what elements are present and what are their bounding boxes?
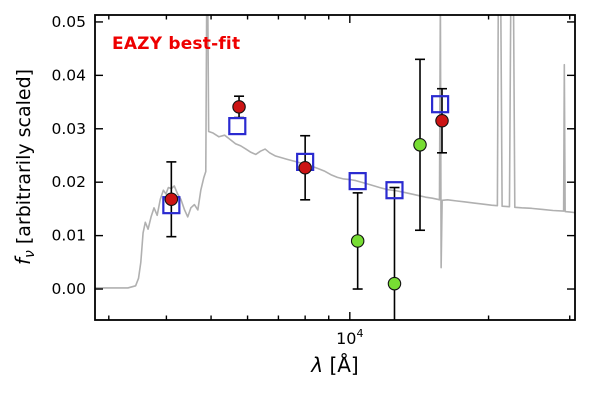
best-fit-annotation: EAZY best-fit bbox=[112, 34, 241, 54]
observed-point-red bbox=[298, 161, 312, 175]
y-axis-label: fν [arbitrarily scaled] bbox=[11, 69, 38, 265]
ticks bbox=[95, 15, 575, 320]
observed-point-green bbox=[387, 276, 402, 291]
y-tick-label: 0.01 bbox=[51, 227, 86, 245]
model-photometry-square bbox=[348, 172, 367, 191]
y-tick-label: 0.00 bbox=[51, 280, 86, 298]
y-tick-label: 0.05 bbox=[51, 13, 86, 31]
y-tick-label: 0.03 bbox=[51, 120, 86, 138]
y-tick-label: 0.02 bbox=[51, 173, 86, 191]
observed-point-red bbox=[435, 114, 449, 128]
model-photometry-square bbox=[228, 117, 247, 136]
model-photometry-square bbox=[385, 181, 404, 200]
observed-point-red bbox=[164, 192, 179, 207]
observed-point-red bbox=[232, 100, 246, 114]
observed-point-green bbox=[350, 234, 365, 248]
x-axis-label: λ [Å] bbox=[310, 353, 359, 377]
observed-point-green bbox=[413, 138, 427, 152]
plot-frame bbox=[94, 14, 576, 321]
x-major-tick-label: 104 bbox=[336, 327, 363, 348]
y-tick-label: 0.04 bbox=[51, 66, 86, 84]
model-photometry-square bbox=[431, 95, 450, 114]
